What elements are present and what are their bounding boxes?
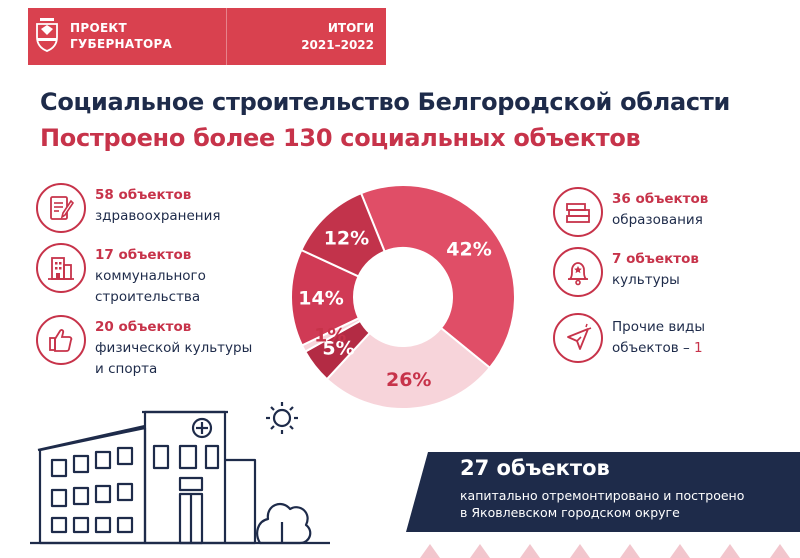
cursor-icon [567,323,592,350]
bell-star-icon [567,262,589,286]
page-title: Социальное строительство Белгородской об… [40,88,730,116]
page-subtitle: Построено более 130 социальных объектов [40,124,641,152]
category-label: культуры [612,272,680,288]
category-icon-frame [36,315,86,365]
category-count: 7 объектов [612,251,699,267]
donut-slice-label: 42% [446,238,491,260]
header-divider [226,8,227,65]
category-count: 36 объектов [612,191,709,207]
category-count: 1 [694,340,703,356]
project-label-line2: ГУБЕРНАТОРА [70,37,173,51]
category-icon-frame [553,247,603,297]
category-label: строительства [95,289,201,305]
category-icon-frame [553,313,603,363]
category-healthcare: 58 объектов здравоохранения [36,183,221,233]
category-icon-frame [36,183,86,233]
category-education: 36 объектов образования [553,187,708,237]
coat-of-arms-icon [36,18,58,52]
category-communal: 17 объектов коммунального строительства [36,243,206,308]
donut-slice [300,316,362,354]
results-title: ИТОГИ [327,21,374,35]
donut-slice [290,248,361,347]
banner-text-line1: капитально отремонтировано и построено [460,488,745,503]
category-label-prefix: объектов – [612,340,694,356]
category-label: Прочие виды [612,319,706,335]
category-label: физической культуры [95,340,253,356]
category-count: 17 объектов [95,247,192,263]
category-count: 20 объектов [95,319,192,335]
thumbs-up-icon [49,329,73,352]
document-pen-icon [50,196,75,220]
results-label: ИТОГИ 2021–2022 [301,20,374,54]
building-icon [48,257,74,280]
donut-slice [300,191,386,278]
category-icon-frame [553,187,603,237]
donut-slice-label: 1% [314,325,346,347]
banner-text-line2: в Яковлевском городском округе [460,505,680,520]
category-label: объектов – 1 [612,338,705,359]
category-label: образования [612,212,703,228]
results-years: 2021–2022 [301,38,374,52]
category-label: и спорта [95,361,158,377]
category-label: коммунального [95,268,206,284]
summary-banner [406,452,800,532]
donut-slice-label: 12% [324,228,369,250]
books-icon [566,203,590,223]
category-sport: 20 объектов физической культуры и спорта [36,315,252,380]
project-label-line1: ПРОЕКТ [70,21,128,35]
donut-slice [359,184,516,370]
category-icon-frame [36,243,86,293]
donut-slice [325,326,492,410]
banner-headline: 27 объектов [460,456,610,480]
decorative-pattern [420,544,790,558]
donut-slice-label: 5% [322,338,354,360]
donut-slice [303,319,372,381]
category-label: здравоохранения [95,208,221,224]
donut-hole [354,248,452,346]
category-other: Прочие виды объектов – 1 [553,313,705,363]
category-culture: 7 объектов культуры [553,247,699,297]
category-count: 58 объектов [95,187,192,203]
header-band: ПРОЕКТ ГУБЕРНАТОРА ИТОГИ 2021–2022 [28,8,386,65]
school-building-illustration [30,402,330,545]
project-label: ПРОЕКТ ГУБЕРНАТОРА [70,20,172,52]
donut-slice-label: 26% [386,369,431,391]
donut-slice-label: 14% [298,288,343,310]
